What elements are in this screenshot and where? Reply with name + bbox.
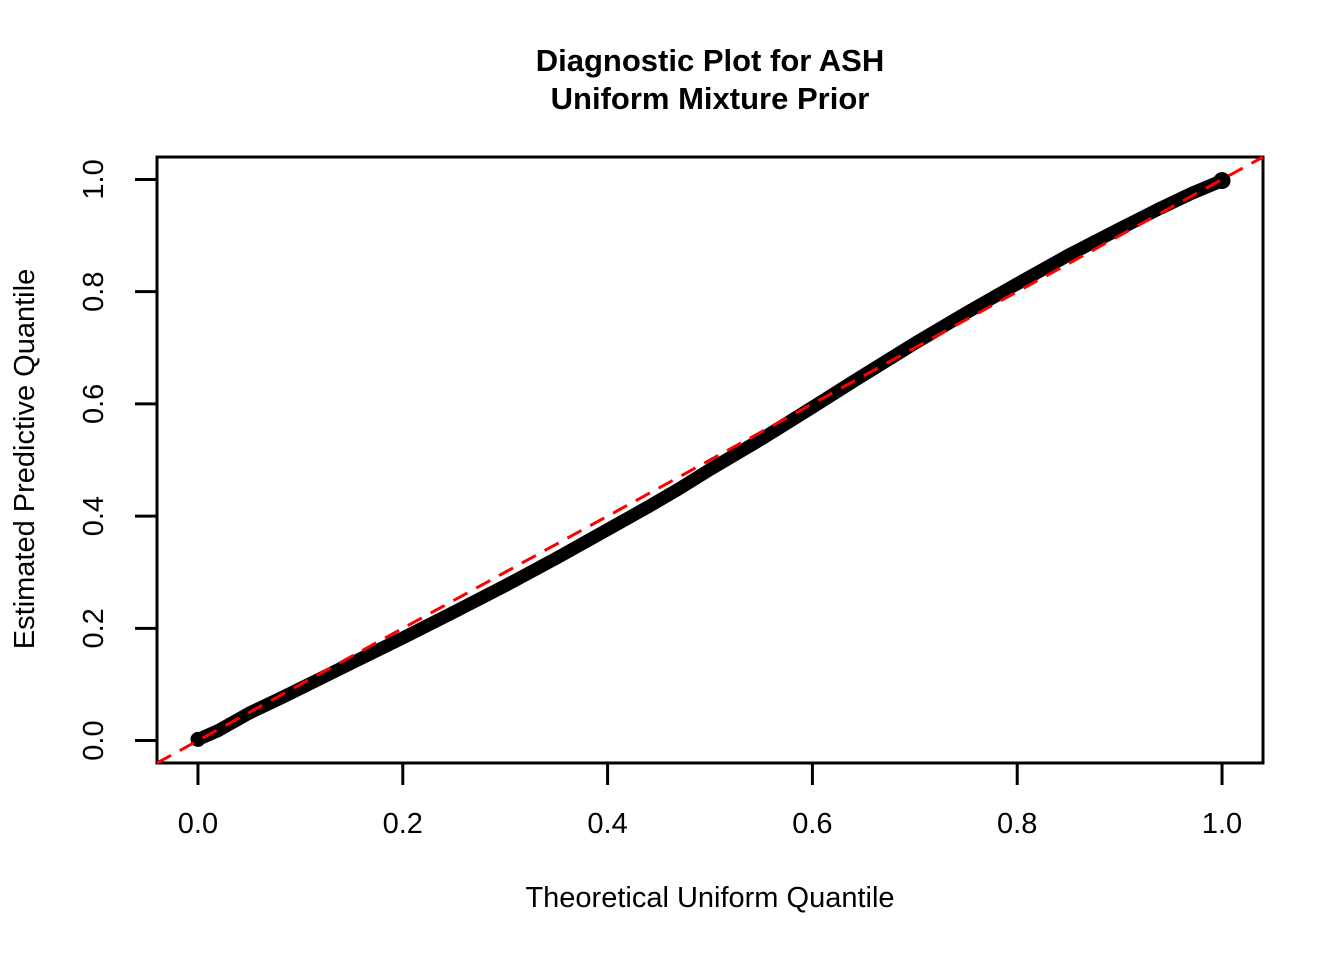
y-axis-tick-label: 0.0 (78, 720, 110, 760)
data-series-layer (190, 172, 1231, 747)
x-axis-tick-label: 0.4 (587, 808, 627, 840)
first-quantile-point (190, 731, 206, 747)
y-axis-tick-label: 0.8 (78, 272, 110, 312)
last-quantile-point (1213, 172, 1231, 190)
plot-box (155, 155, 1265, 765)
x-axis-tick-label: 1.0 (1202, 808, 1242, 840)
x-axis-tick-label: 0.0 (178, 808, 218, 840)
y-axis-tick-label: 0.4 (78, 496, 110, 536)
y-axis-tick-label: 0.2 (78, 608, 110, 648)
x-axis-tick-label: 0.6 (792, 808, 832, 840)
chart-title-line-1: Diagnostic Plot for ASH (536, 43, 884, 78)
quantile-point-band (191, 174, 1229, 746)
y-axis-tick-label: 1.0 (78, 159, 110, 199)
axes-layer: 0.0 0.2 0.4 0.6 0.8 1.0 0.0 0.2 0.4 0.6 0.8 1.0 (78, 155, 1265, 840)
identity-reference-line (156, 155, 1264, 765)
x-axis-tick-label: 0.8 (997, 808, 1037, 840)
x-axis-label: Theoretical Uniform Quantile (525, 882, 894, 914)
y-axis-tick-label: 0.6 (78, 384, 110, 424)
reference-line-layer (156, 155, 1264, 765)
x-axis-tick-label: 0.2 (383, 808, 423, 840)
chart-title-line-2: Uniform Mixture Prior (551, 81, 870, 116)
y-axis-label: Estimated Predictive Quantile (9, 269, 41, 649)
